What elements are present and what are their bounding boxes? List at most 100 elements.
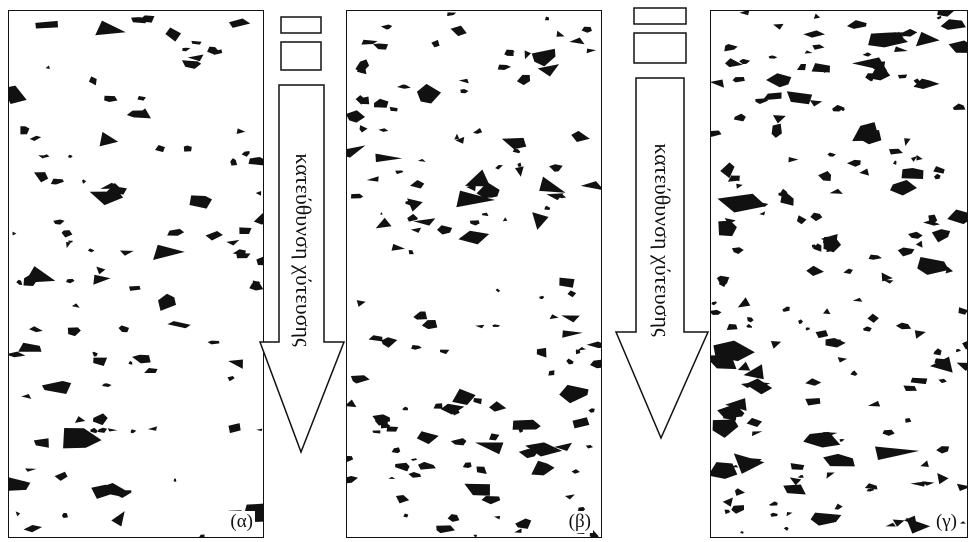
particle bbox=[228, 423, 241, 434]
particle bbox=[431, 39, 440, 48]
particle bbox=[481, 495, 501, 505]
particle bbox=[537, 64, 560, 77]
particle bbox=[726, 324, 738, 330]
particle bbox=[566, 358, 574, 365]
particle bbox=[897, 74, 908, 79]
particle bbox=[956, 483, 967, 491]
particle bbox=[495, 165, 503, 170]
particle bbox=[938, 378, 947, 384]
particle bbox=[53, 219, 65, 225]
particle bbox=[464, 169, 491, 187]
particle bbox=[835, 339, 841, 345]
particle bbox=[408, 250, 414, 255]
particle bbox=[355, 95, 366, 105]
particle bbox=[111, 511, 125, 527]
particle bbox=[577, 506, 586, 512]
particle bbox=[958, 307, 967, 315]
particle bbox=[788, 156, 799, 163]
particle bbox=[915, 31, 940, 47]
particle bbox=[90, 427, 98, 434]
particle bbox=[791, 95, 804, 100]
particle bbox=[804, 50, 813, 54]
particle bbox=[92, 351, 98, 357]
particle bbox=[492, 324, 501, 327]
particle bbox=[462, 462, 472, 469]
particle bbox=[66, 242, 72, 249]
particle bbox=[380, 422, 390, 429]
particle bbox=[469, 220, 480, 226]
particle bbox=[35, 20, 59, 29]
particle bbox=[228, 18, 251, 28]
arrow-icon-1 bbox=[258, 16, 346, 455]
panel-label-b: (β) bbox=[566, 511, 593, 533]
particle bbox=[189, 195, 213, 209]
particle bbox=[575, 349, 581, 355]
particle bbox=[812, 44, 825, 50]
particle bbox=[460, 89, 469, 94]
particle bbox=[875, 446, 920, 460]
particle bbox=[843, 268, 853, 274]
particle bbox=[559, 277, 575, 288]
particle bbox=[199, 534, 205, 537]
particle bbox=[586, 341, 601, 349]
particle bbox=[865, 73, 874, 82]
particle bbox=[227, 376, 235, 382]
particle bbox=[357, 66, 367, 75]
particle bbox=[61, 512, 68, 518]
particle bbox=[92, 413, 108, 426]
particle bbox=[395, 462, 410, 472]
particle bbox=[183, 145, 192, 152]
particle bbox=[711, 309, 722, 315]
particle bbox=[9, 85, 27, 105]
particle bbox=[747, 317, 754, 323]
particle bbox=[711, 130, 722, 137]
particle bbox=[417, 158, 426, 162]
particle bbox=[929, 356, 953, 373]
particle bbox=[731, 247, 744, 254]
particle bbox=[746, 417, 763, 428]
particle bbox=[501, 137, 527, 150]
particle bbox=[903, 385, 917, 391]
particle bbox=[249, 281, 263, 291]
particle bbox=[759, 211, 766, 216]
particle bbox=[740, 531, 744, 534]
particle bbox=[910, 481, 926, 487]
panel-label-a: (α) bbox=[228, 511, 255, 533]
particle bbox=[722, 414, 737, 421]
particle bbox=[99, 131, 119, 147]
particle bbox=[375, 153, 403, 163]
particle bbox=[813, 243, 822, 252]
particle bbox=[42, 154, 50, 158]
particle bbox=[456, 190, 496, 208]
particle bbox=[67, 327, 81, 337]
particle bbox=[852, 297, 863, 302]
particle bbox=[536, 347, 547, 358]
particle bbox=[956, 362, 967, 371]
particle bbox=[50, 178, 64, 185]
particle bbox=[823, 236, 842, 253]
particle bbox=[936, 15, 942, 20]
particle bbox=[473, 127, 483, 134]
particle bbox=[766, 73, 792, 88]
particle bbox=[564, 494, 575, 500]
particle bbox=[851, 57, 888, 72]
particle bbox=[33, 438, 49, 448]
particle bbox=[114, 490, 132, 499]
particle bbox=[869, 68, 891, 81]
particle bbox=[118, 325, 130, 333]
particle bbox=[805, 327, 810, 331]
particle bbox=[797, 474, 804, 478]
particle bbox=[213, 49, 223, 55]
casting-direction-arrow-2: κατεύθυνση χύτευσης bbox=[612, 0, 712, 542]
particle bbox=[191, 40, 202, 45]
particle bbox=[722, 497, 733, 507]
particle bbox=[403, 513, 409, 518]
particle bbox=[737, 297, 751, 308]
particle bbox=[806, 265, 825, 276]
particle bbox=[559, 384, 589, 404]
particle bbox=[450, 25, 467, 37]
particle bbox=[862, 326, 872, 332]
particle bbox=[828, 339, 838, 345]
particle bbox=[87, 248, 95, 253]
particle bbox=[713, 340, 755, 362]
